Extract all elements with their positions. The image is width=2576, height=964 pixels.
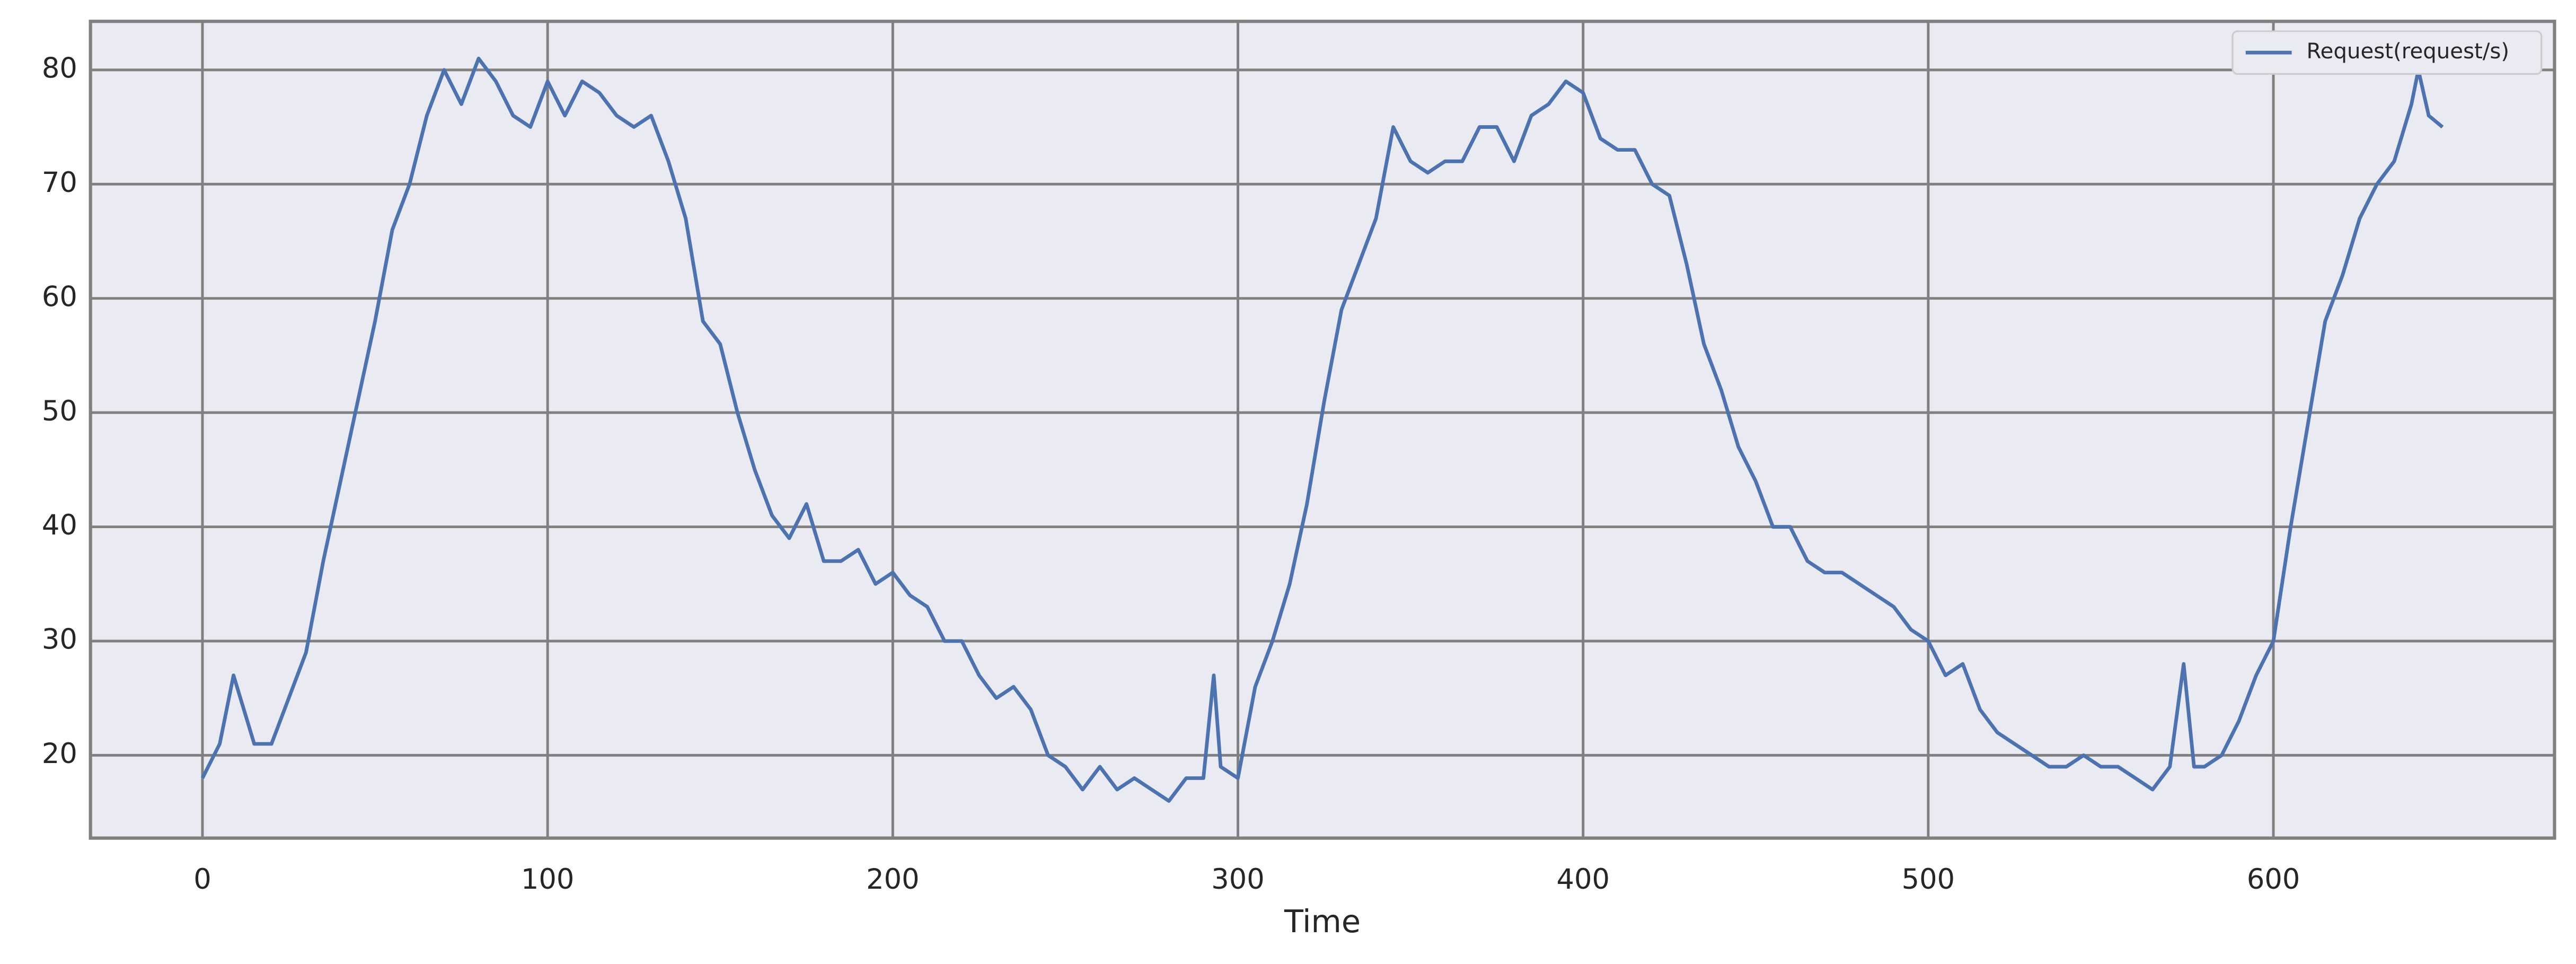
legend-label: Request(request/s) xyxy=(2307,39,2510,64)
data-line xyxy=(200,56,2444,803)
x-tick-label: 0 xyxy=(193,863,211,896)
y-tick-label: 60 xyxy=(42,281,77,313)
x-axis-label: Time xyxy=(1284,903,1361,940)
y-tick-label: 40 xyxy=(42,509,77,541)
x-tick-label: 400 xyxy=(1556,863,1610,896)
x-tick-label: 500 xyxy=(1902,863,1955,896)
x-tick-label: 100 xyxy=(521,863,575,896)
x-tick-label: 300 xyxy=(1211,863,1265,896)
y-tick-label: 50 xyxy=(42,395,77,427)
plot-area xyxy=(90,21,2555,838)
plot-frame xyxy=(89,20,2556,840)
y-tick-label: 30 xyxy=(42,624,77,656)
y-tick-label: 70 xyxy=(42,166,77,199)
y-tick-label: 80 xyxy=(42,52,77,84)
x-tick-label: 200 xyxy=(866,863,920,896)
legend-box xyxy=(2231,30,2543,75)
y-tick-label: 20 xyxy=(42,738,77,770)
x-tick-label: 600 xyxy=(2247,863,2300,896)
